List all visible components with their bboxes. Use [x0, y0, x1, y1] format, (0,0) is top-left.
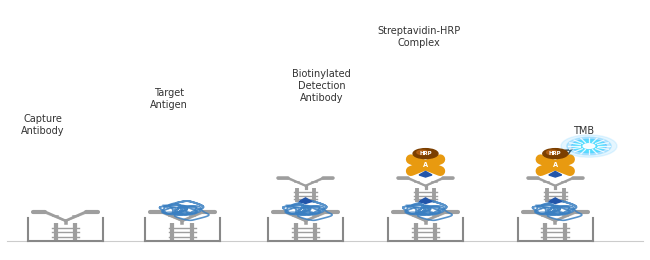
Text: Target
Antigen: Target Antigen — [150, 88, 188, 110]
Polygon shape — [549, 198, 562, 204]
Text: Streptavidin-HRP
Complex: Streptavidin-HRP Complex — [378, 26, 461, 48]
Circle shape — [543, 149, 567, 159]
Circle shape — [548, 162, 562, 168]
Polygon shape — [299, 198, 312, 204]
Text: Capture
Antibody: Capture Antibody — [21, 114, 64, 136]
Text: Biotinylated
Detection
Antibody: Biotinylated Detection Antibody — [292, 69, 351, 103]
Circle shape — [574, 140, 604, 152]
Circle shape — [413, 149, 438, 159]
Circle shape — [561, 135, 617, 157]
Circle shape — [547, 150, 558, 155]
Text: TMB: TMB — [573, 126, 594, 136]
Text: HRP: HRP — [549, 151, 562, 156]
Circle shape — [567, 137, 611, 155]
Polygon shape — [549, 171, 562, 177]
Circle shape — [418, 162, 433, 168]
Circle shape — [583, 144, 595, 148]
Text: A: A — [423, 162, 428, 168]
Circle shape — [571, 139, 606, 153]
Polygon shape — [419, 171, 432, 177]
Text: HRP: HRP — [419, 151, 432, 156]
Circle shape — [417, 150, 428, 155]
Polygon shape — [419, 198, 432, 204]
Text: A: A — [552, 162, 558, 168]
